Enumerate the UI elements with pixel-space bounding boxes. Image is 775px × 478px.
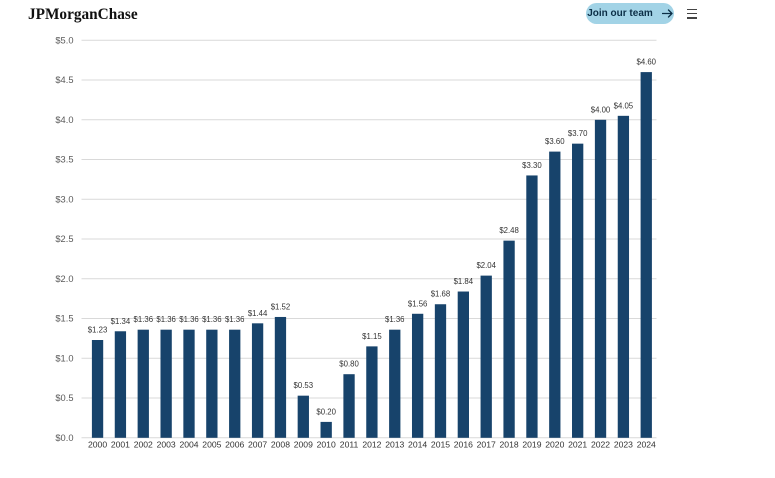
- svg-text:$0.5: $0.5: [55, 393, 73, 403]
- svg-text:$1.68: $1.68: [431, 290, 451, 299]
- svg-text:$1.5: $1.5: [55, 314, 73, 324]
- svg-text:$1.84: $1.84: [454, 277, 474, 286]
- svg-text:$2.0: $2.0: [55, 274, 73, 284]
- svg-text:2002: 2002: [134, 440, 153, 450]
- svg-text:2001: 2001: [111, 440, 130, 450]
- svg-text:$1.36: $1.36: [134, 315, 154, 324]
- svg-text:2003: 2003: [157, 440, 176, 450]
- svg-text:$2.04: $2.04: [476, 261, 496, 270]
- svg-text:$0.53: $0.53: [294, 381, 314, 390]
- svg-text:$1.36: $1.36: [156, 315, 176, 324]
- svg-text:$3.0: $3.0: [55, 194, 73, 204]
- svg-text:2007: 2007: [248, 440, 267, 450]
- svg-text:2018: 2018: [500, 440, 519, 450]
- svg-text:$3.30: $3.30: [522, 161, 542, 170]
- svg-text:2005: 2005: [202, 440, 221, 450]
- svg-text:$1.15: $1.15: [362, 332, 382, 341]
- svg-text:2024: 2024: [637, 440, 656, 450]
- svg-text:$4.60: $4.60: [636, 58, 656, 67]
- svg-text:2017: 2017: [477, 440, 496, 450]
- svg-text:$1.34: $1.34: [111, 317, 131, 326]
- svg-text:2013: 2013: [385, 440, 404, 450]
- svg-text:$2.48: $2.48: [499, 226, 519, 235]
- svg-text:$1.44: $1.44: [248, 309, 268, 318]
- svg-text:$0.0: $0.0: [55, 433, 73, 443]
- svg-text:$1.36: $1.36: [202, 315, 222, 324]
- svg-text:$1.36: $1.36: [179, 315, 199, 324]
- svg-text:$0.20: $0.20: [316, 407, 336, 416]
- svg-text:$1.0: $1.0: [55, 353, 73, 363]
- svg-text:2014: 2014: [408, 440, 427, 450]
- svg-text:$3.5: $3.5: [55, 155, 73, 165]
- svg-text:$4.0: $4.0: [55, 115, 73, 125]
- svg-text:$1.56: $1.56: [408, 299, 428, 308]
- svg-text:$4.05: $4.05: [614, 101, 634, 110]
- svg-text:$4.00: $4.00: [591, 105, 611, 114]
- svg-text:2015: 2015: [431, 440, 450, 450]
- svg-text:2004: 2004: [179, 440, 198, 450]
- svg-text:$2.5: $2.5: [55, 234, 73, 244]
- svg-text:2008: 2008: [271, 440, 290, 450]
- svg-text:$4.5: $4.5: [55, 75, 73, 85]
- svg-text:$1.36: $1.36: [385, 315, 405, 324]
- svg-text:$1.23: $1.23: [88, 326, 108, 335]
- svg-text:2000: 2000: [88, 440, 107, 450]
- svg-text:$1.36: $1.36: [225, 315, 245, 324]
- svg-text:2021: 2021: [568, 440, 587, 450]
- svg-text:2019: 2019: [522, 440, 541, 450]
- svg-text:2012: 2012: [362, 440, 381, 450]
- svg-text:$0.80: $0.80: [339, 360, 359, 369]
- svg-text:2020: 2020: [545, 440, 564, 450]
- svg-text:2022: 2022: [591, 440, 610, 450]
- svg-text:$5.0: $5.0: [55, 35, 73, 45]
- svg-text:$1.52: $1.52: [271, 302, 291, 311]
- svg-text:2011: 2011: [340, 440, 359, 450]
- svg-text:$3.70: $3.70: [568, 129, 588, 138]
- svg-text:2006: 2006: [225, 440, 244, 450]
- svg-text:2009: 2009: [294, 440, 313, 450]
- svg-text:2023: 2023: [614, 440, 633, 450]
- svg-text:$3.60: $3.60: [545, 137, 565, 146]
- svg-text:2016: 2016: [454, 440, 473, 450]
- svg-text:2010: 2010: [317, 440, 336, 450]
